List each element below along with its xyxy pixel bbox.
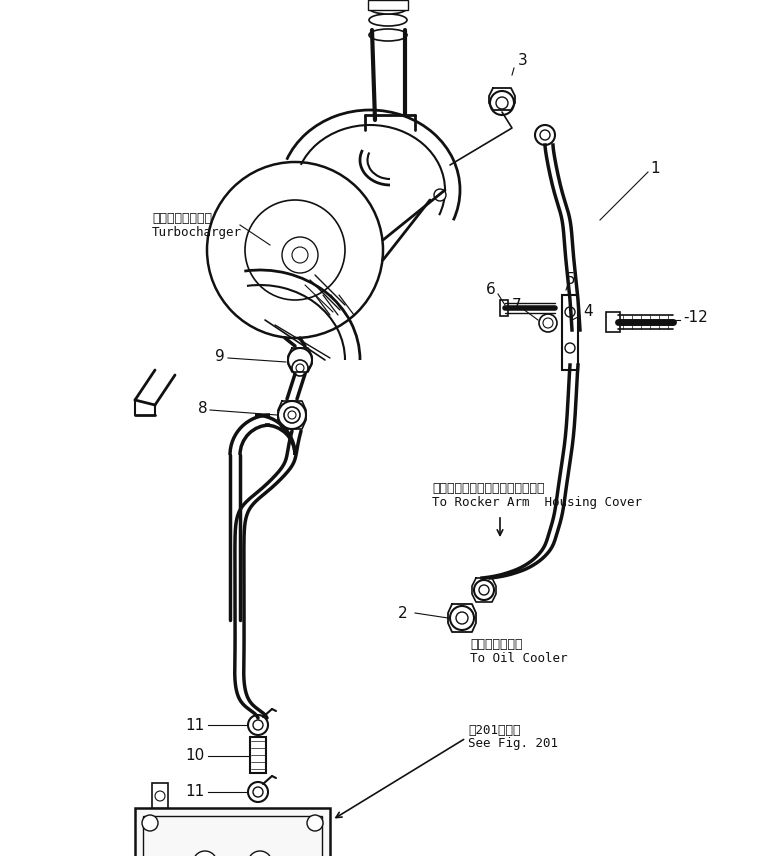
Circle shape [248,782,268,802]
Circle shape [474,580,494,600]
Circle shape [142,815,158,831]
Text: 4: 4 [583,305,593,319]
Ellipse shape [369,29,407,41]
Circle shape [253,720,263,730]
Bar [500,300,508,316]
Circle shape [193,851,217,856]
Bar [152,783,168,808]
Circle shape [496,97,508,109]
Text: 1: 1 [650,161,659,175]
Bar [368,0,408,10]
Bar [606,312,620,332]
Text: オイルクーラヘ: オイルクーラヘ [470,639,522,651]
Circle shape [434,189,446,201]
Text: -12: -12 [683,311,708,325]
Circle shape [307,815,323,831]
Circle shape [479,585,489,595]
Text: 11: 11 [186,717,205,733]
Circle shape [155,791,165,801]
Text: 10: 10 [186,748,205,764]
Circle shape [292,360,308,376]
Text: 2: 2 [399,605,408,621]
Circle shape [253,787,263,797]
Text: See Fig. 201: See Fig. 201 [468,738,558,751]
Text: To Oil Cooler: To Oil Cooler [470,652,568,665]
Text: 3: 3 [518,52,528,68]
Text: 7: 7 [511,298,521,312]
Circle shape [539,314,557,332]
Text: 8: 8 [198,401,208,415]
Bar [250,737,266,773]
Circle shape [207,162,383,338]
Text: 5: 5 [566,272,575,288]
Bar [135,808,330,856]
Circle shape [248,715,268,735]
Circle shape [456,612,468,624]
Circle shape [565,307,575,317]
Circle shape [450,606,474,630]
Text: 9: 9 [215,348,225,364]
Text: 11: 11 [186,784,205,800]
Circle shape [543,318,553,328]
Circle shape [292,247,308,263]
Circle shape [288,411,296,419]
Circle shape [288,348,312,372]
Circle shape [490,91,514,115]
Circle shape [535,125,555,145]
Text: Turbocharger: Turbocharger [152,225,242,239]
Text: 6: 6 [487,282,496,298]
Ellipse shape [369,14,407,26]
Circle shape [296,364,304,372]
Ellipse shape [369,2,407,14]
Bar [562,295,578,370]
Circle shape [565,343,575,353]
Text: ロッカアームハウジングカバーヘ: ロッカアームハウジングカバーヘ [432,482,545,495]
Text: ターボチャージャ: ターボチャージャ [152,211,212,224]
Text: To Rocker Arm  Housing Cover: To Rocker Arm Housing Cover [432,496,642,508]
Circle shape [278,401,306,429]
Circle shape [540,130,550,140]
Text: 第201図参照: 第201図参照 [468,723,520,736]
Circle shape [245,200,345,300]
Circle shape [248,851,272,856]
Circle shape [282,237,318,273]
Circle shape [284,407,300,423]
Bar [143,816,322,856]
